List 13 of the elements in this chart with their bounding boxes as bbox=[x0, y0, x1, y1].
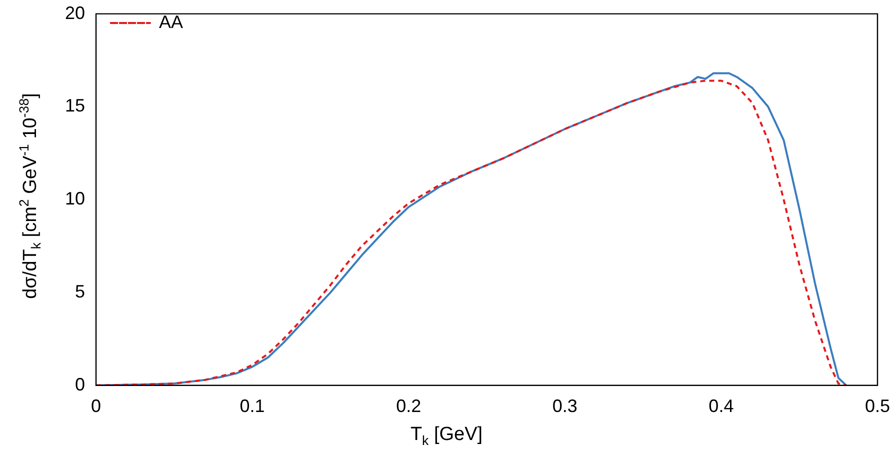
y-tick-label: 20 bbox=[64, 2, 86, 23]
x-tick-label: 0.4 bbox=[708, 396, 734, 416]
x-tick-label: 0.2 bbox=[396, 396, 422, 416]
x-axis-title: T$_{k}$ [GeV] bbox=[409, 424, 484, 448]
y-tick-label: 10 bbox=[64, 188, 86, 209]
x-tick-label: 0 bbox=[91, 396, 102, 416]
x-tick-label: 0.1 bbox=[240, 396, 265, 416]
y-tick-label: 0 bbox=[75, 374, 86, 394]
y-tick-label: 5 bbox=[75, 281, 86, 302]
y-tick-label: 15 bbox=[64, 96, 86, 116]
x-tick-label: 0.3 bbox=[552, 396, 578, 416]
legend-label: AA bbox=[159, 12, 184, 32]
x-tick-label: 0.5 bbox=[864, 396, 890, 416]
